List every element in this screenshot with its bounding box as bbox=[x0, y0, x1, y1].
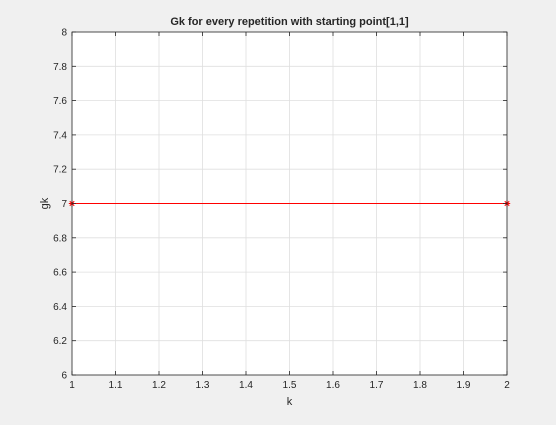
y-tick-label: 7.6 bbox=[53, 96, 67, 107]
ticks bbox=[71, 31, 508, 376]
y-tick-label: 6.6 bbox=[53, 268, 67, 279]
x-tick-label: 1.9 bbox=[457, 380, 471, 391]
y-tick-label: 7.4 bbox=[53, 130, 67, 141]
y-tick-labels: 6 6.2 6.4 6.6 6.8 7 7.2 7.4 7.6 7.8 8 bbox=[53, 28, 67, 382]
y-tick-label: 6.4 bbox=[53, 302, 67, 313]
x-tick-labels: 1 1.1 1.2 1.3 1.4 1.5 1.6 1.7 1.8 1.9 2 bbox=[69, 380, 510, 391]
x-tick-label: 1.1 bbox=[109, 380, 123, 391]
x-tick-label: 1.3 bbox=[196, 380, 210, 391]
y-tick-label: 8 bbox=[61, 28, 67, 39]
x-tick-label: 1.6 bbox=[326, 380, 340, 391]
y-axis-label: gk bbox=[39, 197, 51, 209]
x-axis-label: k bbox=[287, 396, 293, 408]
x-tick-label: 1.2 bbox=[152, 380, 166, 391]
x-tick-label: 1.4 bbox=[239, 380, 253, 391]
y-tick-label: 7.2 bbox=[53, 165, 67, 176]
x-tick-label: 1.7 bbox=[370, 380, 384, 391]
x-tick-label: 1 bbox=[69, 380, 75, 391]
chart-title: Gk for every repetition with starting po… bbox=[170, 16, 409, 28]
x-tick-label: 1.8 bbox=[413, 380, 427, 391]
y-tick-label: 7.8 bbox=[53, 62, 67, 73]
y-tick-label: 6 bbox=[61, 371, 67, 382]
x-tick-label: 1.5 bbox=[283, 380, 297, 391]
y-tick-label: 6.8 bbox=[53, 233, 67, 244]
y-tick-label: 6.2 bbox=[53, 336, 67, 347]
x-tick-label: 2 bbox=[504, 380, 510, 391]
y-tick-label: 7 bbox=[61, 199, 67, 210]
